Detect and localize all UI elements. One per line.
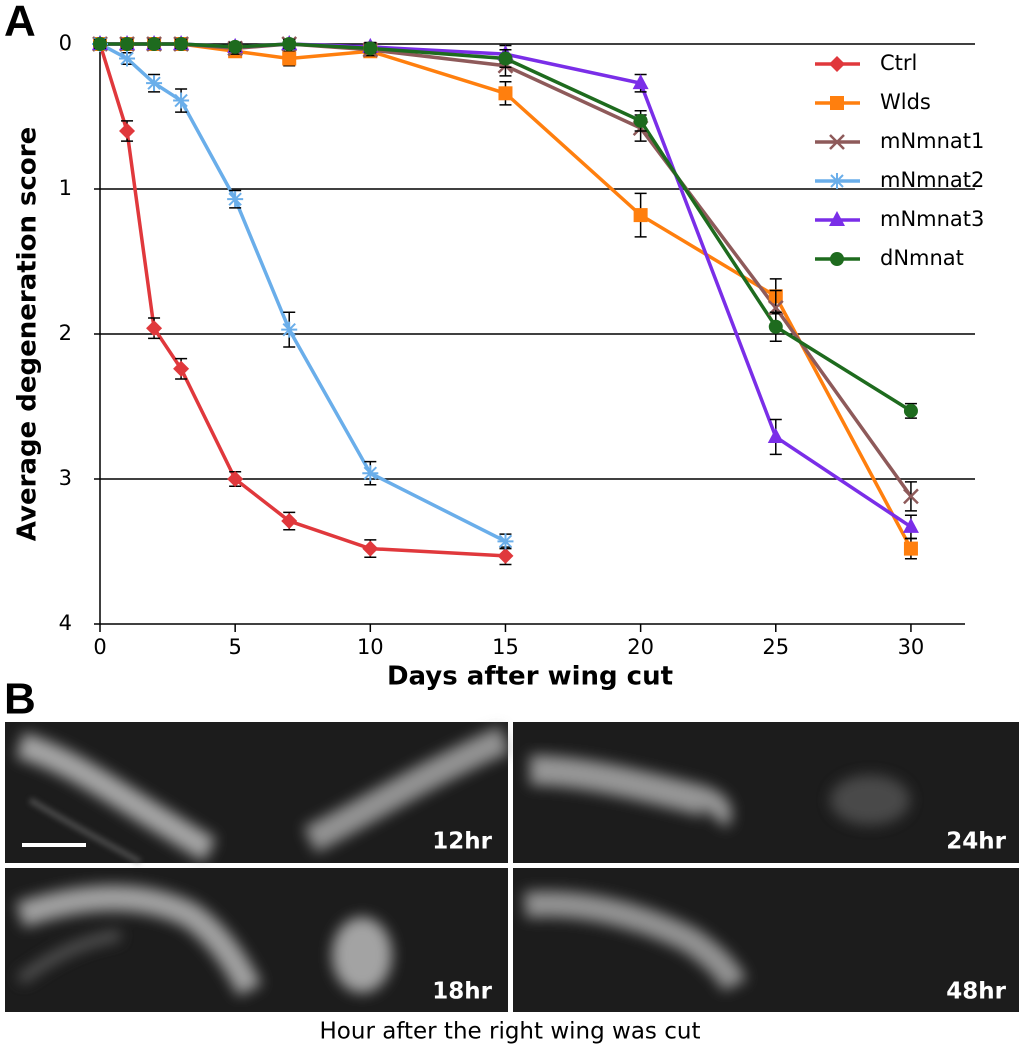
y-tick-label: 1 xyxy=(59,176,72,200)
x-axis-title: Days after wing cut xyxy=(387,662,673,692)
caption: Hour after the right wing was cut xyxy=(320,1019,701,1045)
marker xyxy=(830,252,844,266)
marker xyxy=(227,471,244,487)
marker xyxy=(281,321,298,338)
marker xyxy=(227,191,244,208)
marker xyxy=(497,547,514,564)
marker xyxy=(768,319,783,334)
marker xyxy=(830,96,844,110)
micrograph xyxy=(5,868,508,1012)
x-tick-label: 0 xyxy=(93,635,106,659)
panel-label: A xyxy=(4,0,36,46)
marker xyxy=(767,427,784,443)
x-tick-label: 30 xyxy=(898,635,925,659)
marker xyxy=(282,37,297,51)
image-label: 18hr xyxy=(432,979,492,1005)
marker xyxy=(632,74,649,90)
series-line xyxy=(99,42,507,543)
x-tick-label: 5 xyxy=(228,635,241,659)
marker xyxy=(497,533,514,550)
series-line xyxy=(100,42,913,498)
marker xyxy=(119,123,136,139)
marker xyxy=(829,211,845,226)
x-tick-label: 10 xyxy=(357,635,384,659)
marker xyxy=(281,513,298,530)
x-tick-label: 25 xyxy=(762,635,789,659)
y-tick-label: 0 xyxy=(59,31,72,55)
marker xyxy=(282,51,297,66)
marker xyxy=(498,51,513,66)
panel-label: B xyxy=(4,675,36,724)
marker xyxy=(363,41,378,56)
marker xyxy=(829,173,845,189)
legend-label: mNmnat1 xyxy=(880,129,984,153)
y-tick-label: 4 xyxy=(59,611,72,635)
marker xyxy=(362,465,379,482)
y-axis-title: Average degeneration score xyxy=(13,127,43,541)
series-line xyxy=(98,43,506,558)
marker xyxy=(93,37,107,51)
marker xyxy=(633,208,648,223)
y-tick-label: 3 xyxy=(59,466,72,490)
marker xyxy=(829,56,845,72)
micrograph xyxy=(513,868,1019,1012)
marker xyxy=(147,37,162,51)
marker xyxy=(119,50,136,67)
marker xyxy=(362,540,379,557)
image-label: 24hr xyxy=(946,829,1006,855)
x-tick-label: 15 xyxy=(492,635,519,659)
marker xyxy=(146,320,163,337)
legend-label: dNmnat xyxy=(880,246,964,270)
micrograph xyxy=(5,722,510,865)
marker xyxy=(498,86,513,101)
marker xyxy=(146,75,163,92)
marker xyxy=(228,39,243,54)
legend-label: Ctrl xyxy=(880,51,917,75)
y-tick-label: 2 xyxy=(59,321,72,345)
marker xyxy=(173,360,190,377)
image-label: 48hr xyxy=(946,979,1006,1005)
marker xyxy=(829,134,845,150)
marker xyxy=(120,37,135,51)
series-line xyxy=(100,42,913,550)
legend-label: mNmnat3 xyxy=(880,207,984,231)
marker xyxy=(174,37,189,51)
image-label: 12hr xyxy=(432,829,492,855)
legend-label: mNmnat2 xyxy=(880,168,984,192)
micrograph xyxy=(513,722,1019,863)
x-tick-label: 20 xyxy=(627,635,654,659)
legend-label: Wlds xyxy=(880,90,931,114)
marker xyxy=(633,113,648,128)
marker xyxy=(903,403,918,418)
marker xyxy=(173,92,190,109)
marker xyxy=(902,517,919,533)
marker xyxy=(903,541,918,556)
marker xyxy=(903,488,919,505)
